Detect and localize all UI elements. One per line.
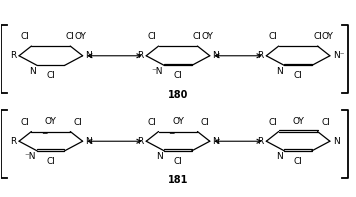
Text: N: N bbox=[85, 51, 92, 60]
Text: Cl: Cl bbox=[21, 118, 30, 127]
Text: R: R bbox=[257, 137, 263, 146]
Text: N: N bbox=[276, 67, 283, 76]
Text: Cl: Cl bbox=[66, 32, 75, 41]
Text: −: − bbox=[168, 129, 175, 138]
Text: N: N bbox=[85, 137, 92, 146]
Text: OY: OY bbox=[74, 32, 87, 41]
Text: 181: 181 bbox=[168, 175, 188, 185]
Text: Cl: Cl bbox=[321, 118, 330, 127]
Text: Cl: Cl bbox=[268, 32, 277, 41]
Text: Cl: Cl bbox=[74, 118, 83, 127]
Text: −: − bbox=[37, 43, 43, 52]
Text: −: − bbox=[41, 129, 48, 138]
Text: R: R bbox=[10, 51, 16, 60]
Text: ⁻N: ⁻N bbox=[151, 67, 163, 76]
Text: Cl: Cl bbox=[294, 71, 303, 80]
Text: R: R bbox=[137, 51, 143, 60]
Text: Cl: Cl bbox=[174, 157, 182, 166]
Text: OY: OY bbox=[322, 32, 334, 41]
Text: OY: OY bbox=[292, 117, 304, 126]
Text: N: N bbox=[156, 152, 163, 162]
Text: N: N bbox=[213, 51, 219, 60]
Text: Cl: Cl bbox=[21, 32, 30, 41]
Text: Cl: Cl bbox=[313, 32, 322, 41]
Text: OY: OY bbox=[201, 32, 214, 41]
Text: N: N bbox=[29, 67, 36, 76]
Text: R: R bbox=[10, 137, 16, 146]
Text: Cl: Cl bbox=[201, 118, 210, 127]
Text: OY: OY bbox=[45, 117, 57, 126]
Text: OY: OY bbox=[172, 117, 184, 126]
Text: Cl: Cl bbox=[294, 157, 303, 166]
Text: N: N bbox=[213, 137, 219, 146]
Text: Cl: Cl bbox=[46, 71, 55, 80]
Text: Cl: Cl bbox=[268, 118, 277, 127]
Text: R: R bbox=[137, 137, 143, 146]
Text: Cl: Cl bbox=[174, 71, 182, 80]
Text: ⁻N: ⁻N bbox=[24, 152, 36, 162]
Text: Cl: Cl bbox=[193, 32, 202, 41]
Text: Cl: Cl bbox=[148, 118, 157, 127]
Text: N: N bbox=[333, 137, 340, 146]
Text: N: N bbox=[276, 152, 283, 162]
Text: Cl: Cl bbox=[148, 32, 157, 41]
Text: N⁻: N⁻ bbox=[333, 51, 344, 60]
Text: R: R bbox=[257, 51, 263, 60]
Text: Cl: Cl bbox=[46, 157, 55, 166]
Text: 180: 180 bbox=[168, 90, 188, 100]
